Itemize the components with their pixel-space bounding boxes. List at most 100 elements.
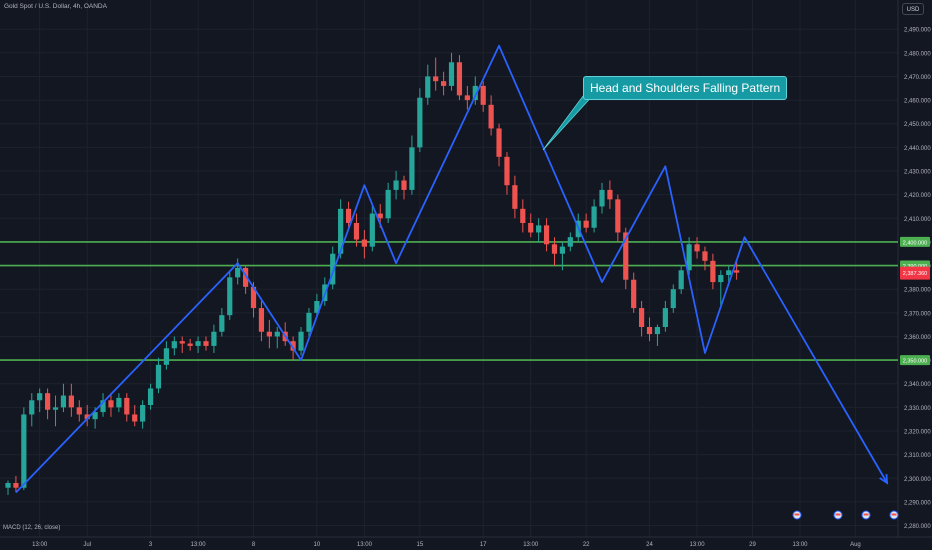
candle-body <box>520 208 526 223</box>
candle-body <box>615 199 621 233</box>
time-tick-label: 13:00 <box>792 542 808 548</box>
time-tick-label: 3 <box>149 542 153 548</box>
last-price-tag <box>900 266 930 280</box>
candle-body <box>599 189 605 207</box>
time-tick-label: 29 <box>749 542 756 548</box>
candle-body <box>448 62 455 86</box>
candle-body <box>456 62 463 96</box>
last-price-label: 2,387.360 <box>903 271 927 277</box>
candle-body <box>718 275 724 283</box>
candle-body <box>607 189 613 200</box>
candle-body <box>330 253 336 285</box>
candle-body <box>29 400 35 415</box>
candle-body <box>377 213 383 219</box>
candle-body <box>243 267 249 287</box>
price-tick-label: 2,360.000 <box>904 335 931 341</box>
candle-body <box>559 246 565 254</box>
candle-body <box>227 277 233 316</box>
candle-body <box>702 251 708 261</box>
macd-indicator-label[interactable]: MACD (12, 26, close) <box>3 525 61 531</box>
time-tick-label: 17 <box>480 542 487 548</box>
candle-body <box>433 76 439 82</box>
candle-body <box>623 232 629 280</box>
candle-body <box>543 225 550 245</box>
flag-stripe-icon <box>835 513 841 516</box>
candle-body <box>654 327 661 335</box>
time-tick-label: 10 <box>314 542 321 548</box>
candle-body <box>369 213 375 247</box>
time-tick-label: 13:00 <box>523 542 539 548</box>
candle-body <box>464 95 470 101</box>
candle-body <box>409 147 415 190</box>
price-tick-label: 2,420.000 <box>904 193 931 199</box>
candle-body <box>338 208 344 254</box>
price-tick-label: 2,370.000 <box>904 311 931 317</box>
price-tick-label: 2,410.000 <box>904 217 931 223</box>
price-tick-label: 2,460.000 <box>904 99 931 105</box>
candle-body <box>195 341 201 346</box>
price-tick-label: 2,280.000 <box>904 524 931 530</box>
time-tick-label: Aug <box>850 542 861 548</box>
candle-body <box>68 395 74 408</box>
currency-button[interactable]: USD <box>902 3 924 15</box>
candle-body <box>84 414 90 420</box>
flag-stripe-icon <box>863 513 869 516</box>
candle-body <box>488 104 494 129</box>
time-tick-label: 13:00 <box>191 542 207 548</box>
price-tick-label: 2,290.000 <box>904 500 931 506</box>
candle-body <box>496 128 502 157</box>
candle-body <box>646 327 653 335</box>
candle-body <box>250 286 257 309</box>
price-tick-label: 2,430.000 <box>904 170 931 176</box>
price-tick-label: 2,450.000 <box>904 122 931 128</box>
candle-body <box>314 301 320 313</box>
time-tick-label: 8 <box>252 542 256 548</box>
candle-body <box>219 315 225 332</box>
candle-body <box>258 308 265 332</box>
time-tick-label: 22 <box>583 542 590 548</box>
candle-body <box>504 156 510 186</box>
candle-body <box>124 397 130 415</box>
candle-body <box>686 244 692 271</box>
candle-body <box>140 405 146 422</box>
candle-body <box>5 483 11 488</box>
candle-body <box>132 414 138 422</box>
flag-stripe-icon <box>891 513 897 516</box>
candle-body <box>662 308 668 327</box>
time-tick-label: 24 <box>646 542 653 548</box>
price-tick-label: 2,440.000 <box>904 146 931 152</box>
arrow-head-icon <box>879 473 889 485</box>
candle-body <box>76 407 82 415</box>
candle-body <box>591 206 597 228</box>
candle-body <box>734 270 740 273</box>
level-price-tag <box>900 236 930 247</box>
candle-body <box>353 223 360 240</box>
candle-body <box>100 400 106 413</box>
candle-body <box>361 239 367 247</box>
pattern-trend-line[interactable] <box>15 44 888 494</box>
candle-body <box>290 341 296 351</box>
candle-body <box>567 237 573 247</box>
candle-body <box>179 341 185 344</box>
candle-body <box>52 407 59 410</box>
candle-body <box>639 308 645 327</box>
candle-body <box>417 97 423 148</box>
candle-body <box>710 260 716 283</box>
time-tick-label: 13:00 <box>690 542 706 548</box>
candle-body <box>92 412 98 420</box>
candle-body <box>512 185 518 209</box>
level-price-label: 2,400.000 <box>903 240 927 246</box>
time-tick-label: 13:00 <box>32 542 48 548</box>
price-tick-label: 2,490.000 <box>904 28 931 34</box>
candle-body <box>211 331 217 346</box>
candle-body <box>21 414 27 488</box>
candle-body <box>631 279 637 309</box>
time-tick-label: 15 <box>416 542 423 548</box>
candle-body <box>345 208 352 223</box>
time-tick-label: 13:00 <box>357 542 373 548</box>
candle-body <box>147 388 154 405</box>
candle-body <box>116 397 122 408</box>
candle-body <box>480 85 486 105</box>
candle-body <box>13 483 19 488</box>
